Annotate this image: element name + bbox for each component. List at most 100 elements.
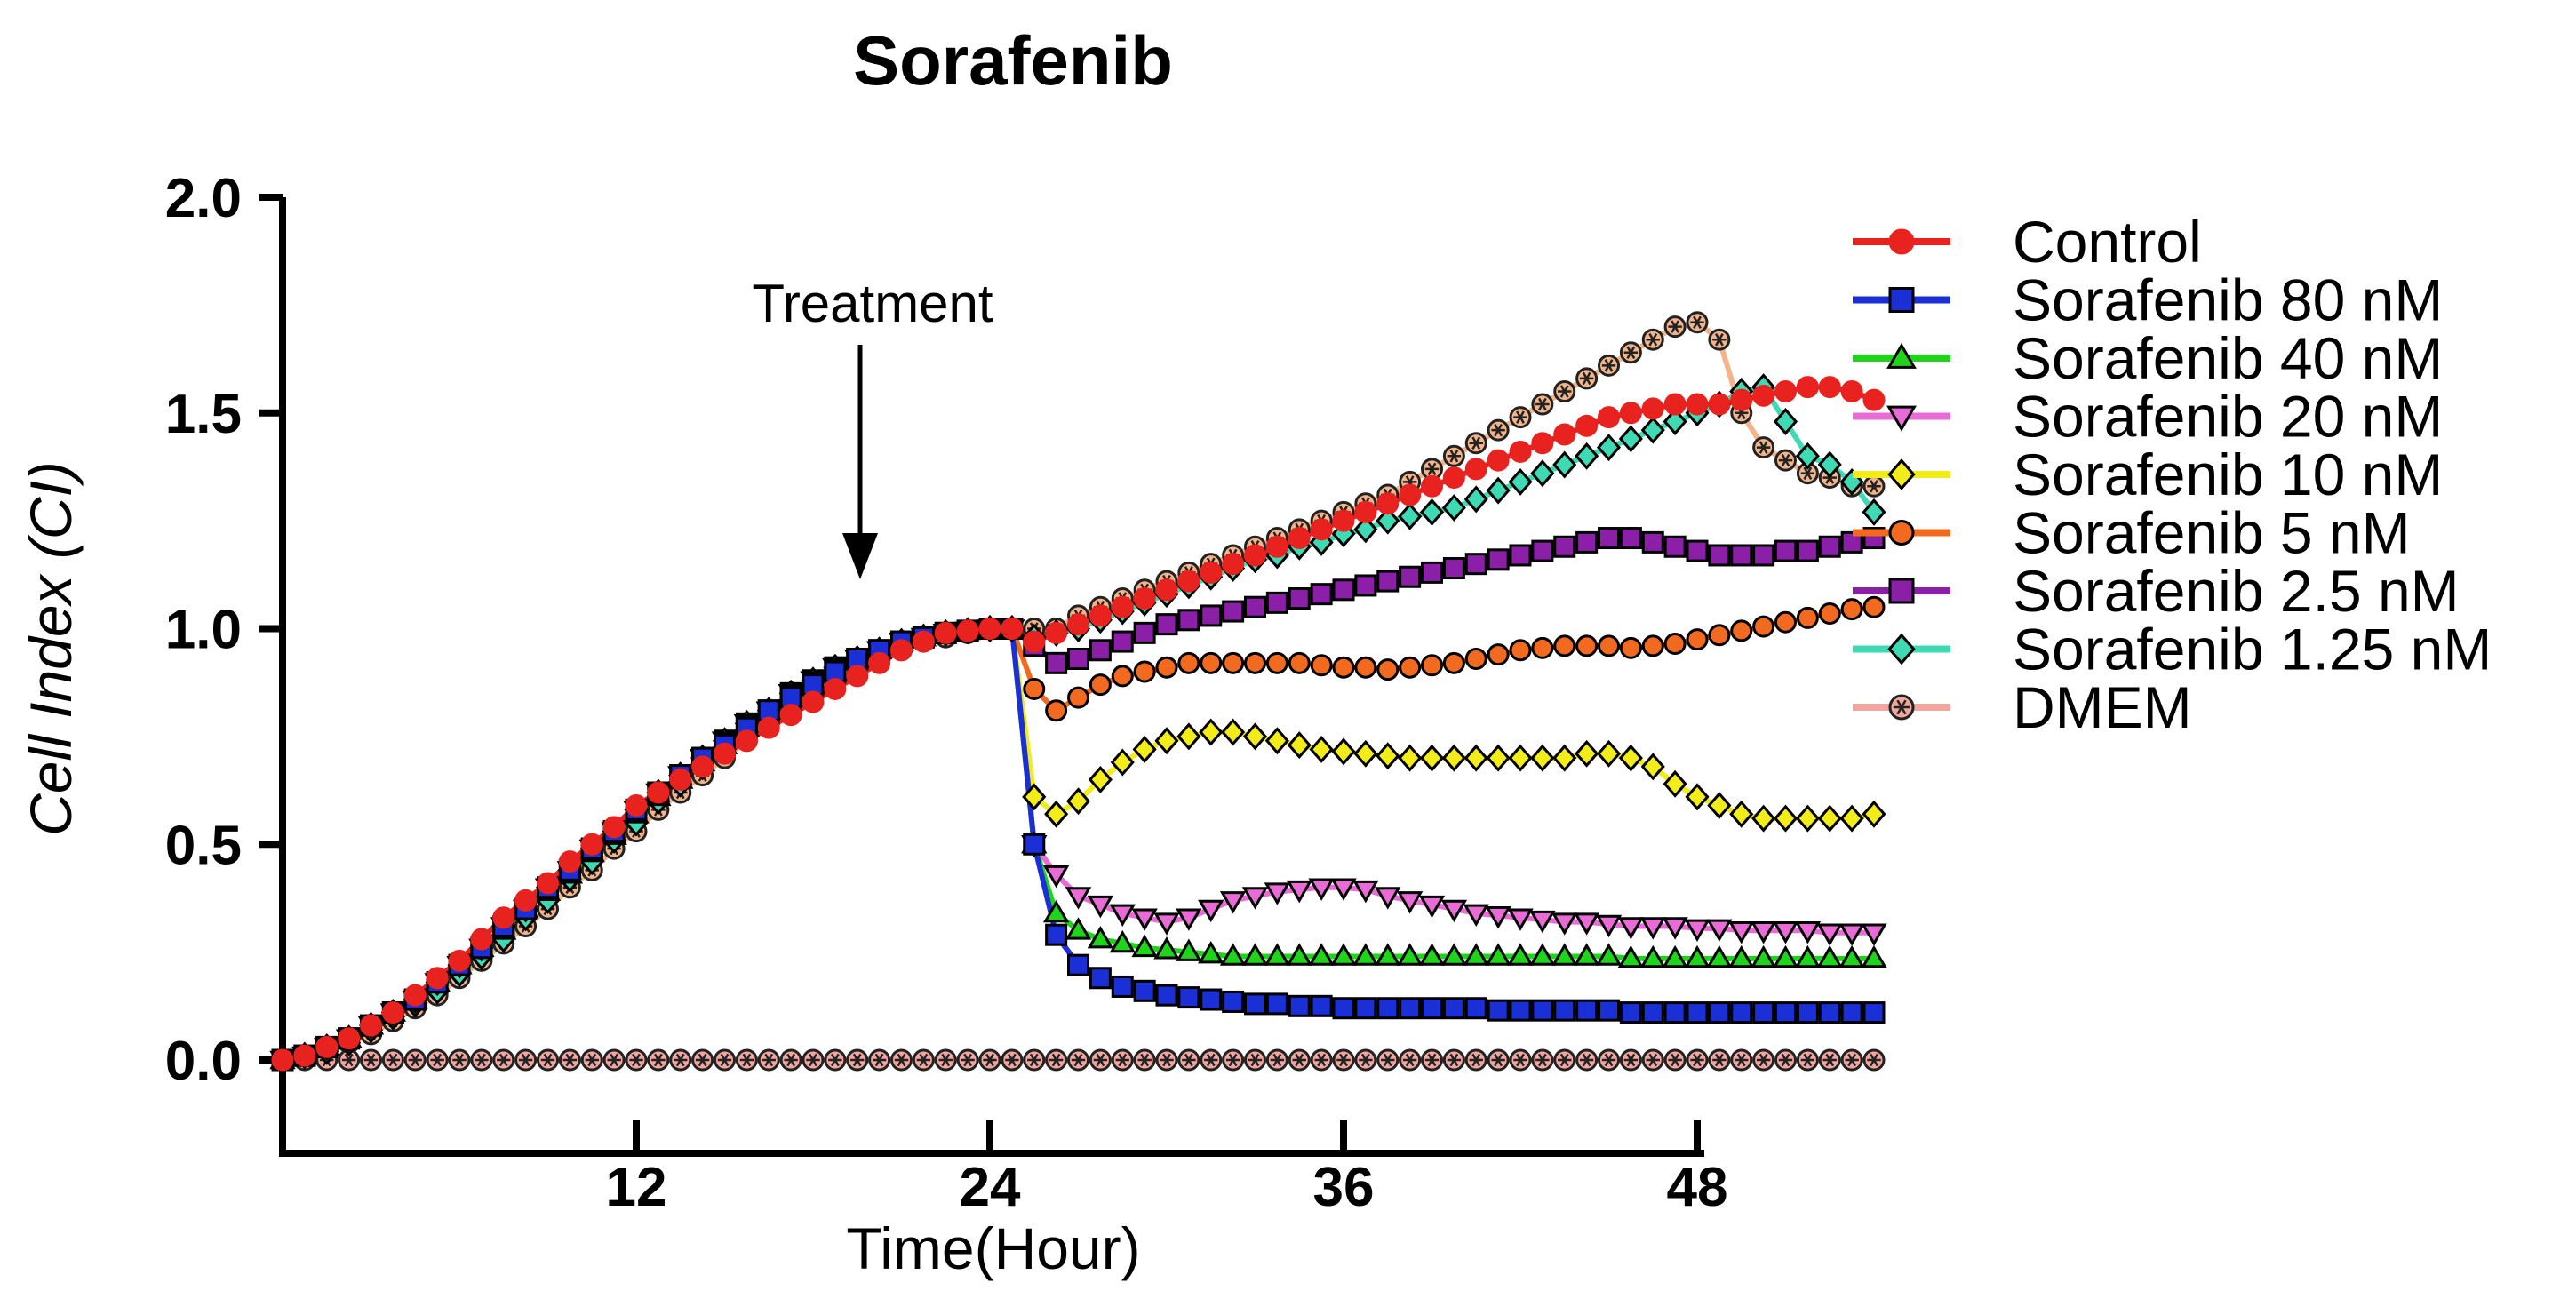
data-point (1730, 544, 1753, 567)
treatment-annotation: Treatment (752, 274, 993, 579)
data-point (1862, 388, 1886, 411)
data-point (956, 1048, 979, 1072)
data-point (1862, 498, 1886, 526)
data-point (1419, 744, 1445, 772)
data-point (1155, 613, 1178, 636)
data-point (558, 1048, 581, 1072)
data-point (1750, 944, 1777, 968)
data-point (1131, 908, 1158, 931)
data-point (1816, 923, 1843, 946)
x-tick-label: 24 (960, 1157, 1021, 1218)
data-point (757, 716, 780, 739)
legend-label: Sorafenib 5 nM (2013, 500, 2411, 566)
legend-marker (1887, 633, 1916, 665)
data-point (1310, 1048, 1333, 1072)
data-point (1376, 1048, 1400, 1072)
data-point (1598, 999, 1620, 1022)
data-point (1463, 485, 1488, 514)
data-point (1042, 865, 1070, 889)
data-point (1617, 944, 1645, 968)
data-point (1530, 459, 1555, 488)
data-point (1463, 943, 1489, 966)
data-point (1619, 527, 1642, 550)
legend-label: DMEM (2013, 674, 2192, 740)
data-point (1508, 467, 1533, 496)
legend-marker (1888, 287, 1915, 313)
data-point (1200, 561, 1223, 584)
data-point (1199, 718, 1224, 746)
data-point (1310, 994, 1333, 1017)
data-point (1487, 643, 1510, 666)
data-point (1663, 407, 1687, 435)
data-point (1354, 656, 1377, 679)
y-tick-label: 1.5 (165, 384, 242, 445)
data-point (1421, 1048, 1443, 1072)
data-point (1751, 804, 1776, 833)
data-point (1619, 402, 1642, 425)
data-point (1663, 535, 1687, 558)
data-point (1155, 984, 1178, 1007)
data-point (1399, 483, 1422, 506)
data-point (1244, 544, 1266, 567)
legend-label: Sorafenib 10 nM (2013, 442, 2443, 507)
data-point (1067, 1048, 1089, 1072)
data-point (1706, 944, 1733, 968)
data-point (1200, 651, 1223, 674)
data-point (1198, 899, 1224, 923)
data-point (1222, 651, 1245, 674)
data-point (1485, 906, 1511, 929)
data-point (1531, 999, 1554, 1022)
legend-label: Sorafenib 40 nM (2013, 325, 2443, 391)
data-point (1551, 943, 1578, 966)
data-point (1529, 910, 1556, 934)
data-point (1752, 615, 1775, 638)
x-tick-label: 36 (1313, 1157, 1375, 1218)
data-point (1729, 800, 1754, 828)
data-point (1421, 654, 1443, 677)
data-point (1531, 1048, 1554, 1072)
legend-marker (1888, 520, 1915, 546)
data-point (1862, 1001, 1886, 1024)
data-point (1264, 882, 1291, 905)
data-point (1818, 376, 1841, 399)
data-point (1708, 393, 1731, 416)
data-point (1619, 1001, 1642, 1024)
data-point (1641, 634, 1664, 657)
data-point (1042, 899, 1070, 923)
data-point (558, 850, 581, 873)
data-point (1089, 639, 1112, 662)
data-point (1399, 565, 1422, 588)
data-point (1663, 393, 1687, 416)
data-point (1774, 1048, 1797, 1072)
data-point (647, 1048, 670, 1072)
data-point (1111, 665, 1134, 688)
data-point (868, 651, 891, 674)
data-point (1796, 539, 1819, 562)
data-point (1067, 613, 1089, 636)
data-point (1065, 787, 1091, 816)
data-point (1641, 328, 1664, 351)
data-point (1308, 943, 1335, 966)
data-point (1109, 929, 1136, 953)
data-point (1553, 1048, 1576, 1072)
data-point (1288, 994, 1311, 1017)
data-point (1774, 379, 1797, 402)
data-point (1023, 630, 1046, 653)
data-point (1773, 407, 1798, 435)
data-point (1089, 673, 1112, 697)
data-point (1464, 997, 1487, 1020)
y-tick-label: 0.5 (165, 815, 242, 876)
data-point (1509, 1048, 1532, 1072)
data-point (1774, 539, 1797, 562)
data-point (1332, 997, 1355, 1020)
data-point (1463, 744, 1488, 772)
data-point (1508, 744, 1533, 772)
data-point (1045, 621, 1068, 644)
data-point (1442, 1048, 1465, 1072)
data-point (1332, 578, 1355, 602)
data-point (824, 1048, 847, 1072)
data-point (1110, 748, 1135, 777)
data-point (1222, 990, 1245, 1013)
data-point (1376, 570, 1400, 593)
